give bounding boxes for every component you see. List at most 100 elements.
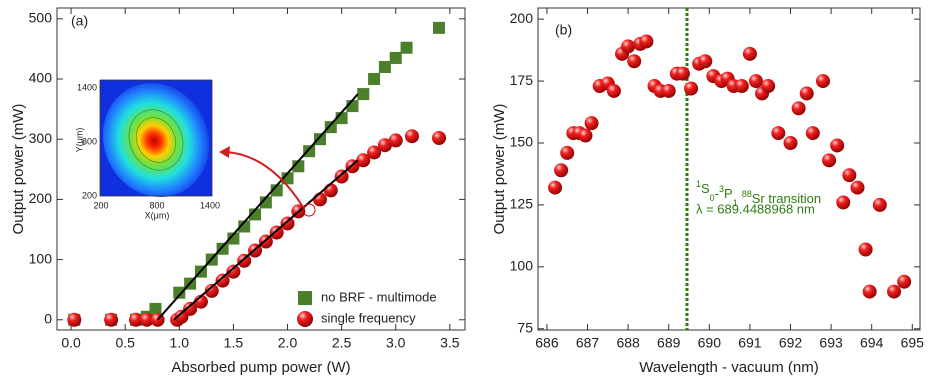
annotation-part: 3 (719, 184, 724, 194)
y-tick-label: 100 (29, 250, 53, 266)
square-marker (149, 302, 162, 315)
fit-line (173, 159, 359, 321)
square-marker (357, 88, 370, 101)
x-tick-label: 2.5 (332, 335, 352, 351)
legend-marker (297, 311, 313, 327)
sphere-marker (805, 126, 820, 141)
x-tick-label: 692 (779, 335, 803, 351)
sphere-marker (204, 283, 219, 298)
x-tick-label: 686 (535, 335, 559, 351)
sphere-marker (404, 129, 419, 144)
x-tick-label: 688 (616, 335, 640, 351)
inset-y-label: Y(μm) (74, 128, 84, 153)
sphere-marker (684, 81, 699, 96)
annotation: λ = 689.4488968 nm (696, 201, 815, 216)
x-tick-label: 687 (576, 335, 600, 351)
sphere-marker (872, 197, 887, 212)
sphere-marker (897, 274, 912, 289)
x-tick-label: 693 (819, 335, 843, 351)
sphere-marker (761, 79, 776, 94)
x-tick-label: 694 (860, 335, 884, 351)
y-tick-label: 400 (29, 70, 53, 86)
sphere-marker (554, 163, 569, 178)
y-tick-label: 300 (29, 130, 53, 146)
y-tick-label: 0 (44, 310, 52, 326)
square-marker (378, 60, 391, 73)
sphere-marker (887, 284, 902, 299)
square-marker (433, 21, 446, 34)
y-axis-label: Output power (mW) (10, 104, 27, 235)
sphere-marker (584, 116, 599, 131)
y-tick-label: 200 (510, 10, 534, 26)
y-tick-label: 150 (510, 134, 534, 150)
panel-label: (a) (71, 13, 88, 29)
sphere-marker (183, 301, 198, 316)
x-tick-label: 691 (738, 335, 762, 351)
inset-x-tick-label: 200 (93, 200, 108, 210)
square-marker (270, 184, 283, 197)
sphere-marker (858, 242, 873, 257)
y-tick-label: 200 (29, 190, 53, 206)
sphere-marker (215, 273, 230, 288)
sphere-marker (367, 145, 382, 160)
sphere-marker (734, 79, 749, 94)
square-marker (400, 41, 413, 54)
panel-label: (b) (555, 22, 572, 38)
contour (128, 109, 184, 171)
annotation-part: 88 (742, 189, 752, 199)
annotation-part: S (701, 181, 710, 196)
x-tick-label: 1.5 (224, 335, 244, 351)
sphere-marker (742, 46, 757, 61)
inset-frame (99, 79, 213, 197)
square-marker (259, 196, 272, 209)
sphere-marker (627, 54, 642, 69)
sphere-marker (237, 253, 252, 268)
square-marker (389, 51, 402, 64)
inset-x-tick-label: 800 (149, 200, 164, 210)
x-axis-label: Absorbed pump power (W) (171, 359, 350, 376)
sphere-marker (334, 169, 349, 184)
sphere-marker (862, 284, 877, 299)
x-tick-label: 0.5 (115, 335, 135, 351)
contour (135, 117, 177, 163)
sphere-marker (104, 312, 119, 327)
annotation-part: - (715, 186, 719, 201)
sphere-marker (432, 131, 447, 146)
highlight-circle (302, 203, 316, 217)
sphere-marker (323, 183, 338, 198)
sphere-marker (799, 86, 814, 101)
y-tick-label: 75 (517, 319, 533, 335)
square-marker (216, 242, 229, 255)
x-tick-label: 3.5 (440, 335, 460, 351)
sphere-marker (815, 74, 830, 89)
inset-x-tick-label: 1400 (200, 200, 220, 210)
plot-frame (56, 7, 466, 331)
arrow (225, 151, 304, 208)
square-marker (173, 286, 186, 299)
sphere-marker (850, 180, 865, 195)
sphere-marker (280, 216, 295, 231)
square-marker (368, 73, 381, 86)
x-tick-label: 689 (657, 335, 681, 351)
x-tick-label: 3.0 (386, 335, 406, 351)
arrow-head (219, 146, 230, 158)
sphere-marker (226, 264, 241, 279)
x-tick-label: 695 (901, 335, 925, 351)
sphere-marker (129, 312, 144, 327)
sphere-marker (842, 168, 857, 183)
legend-label: no BRF - multimode (321, 289, 437, 304)
x-axis-label: Wavelength - vacuum (nm) (639, 359, 819, 376)
square-marker (249, 208, 262, 221)
annotation-part: 1 (733, 198, 738, 208)
inset-x-label: X(μm) (145, 210, 170, 220)
sphere-marker (67, 312, 82, 327)
annotation-part: Sr transition (752, 191, 821, 206)
square-marker (238, 220, 251, 233)
x-tick-label: 2.0 (278, 335, 298, 351)
sphere-marker (139, 312, 154, 327)
plot-frame (537, 7, 921, 331)
sphere-marker (621, 39, 636, 54)
sphere-marker (578, 128, 593, 143)
y-tick-label: 125 (510, 196, 534, 212)
